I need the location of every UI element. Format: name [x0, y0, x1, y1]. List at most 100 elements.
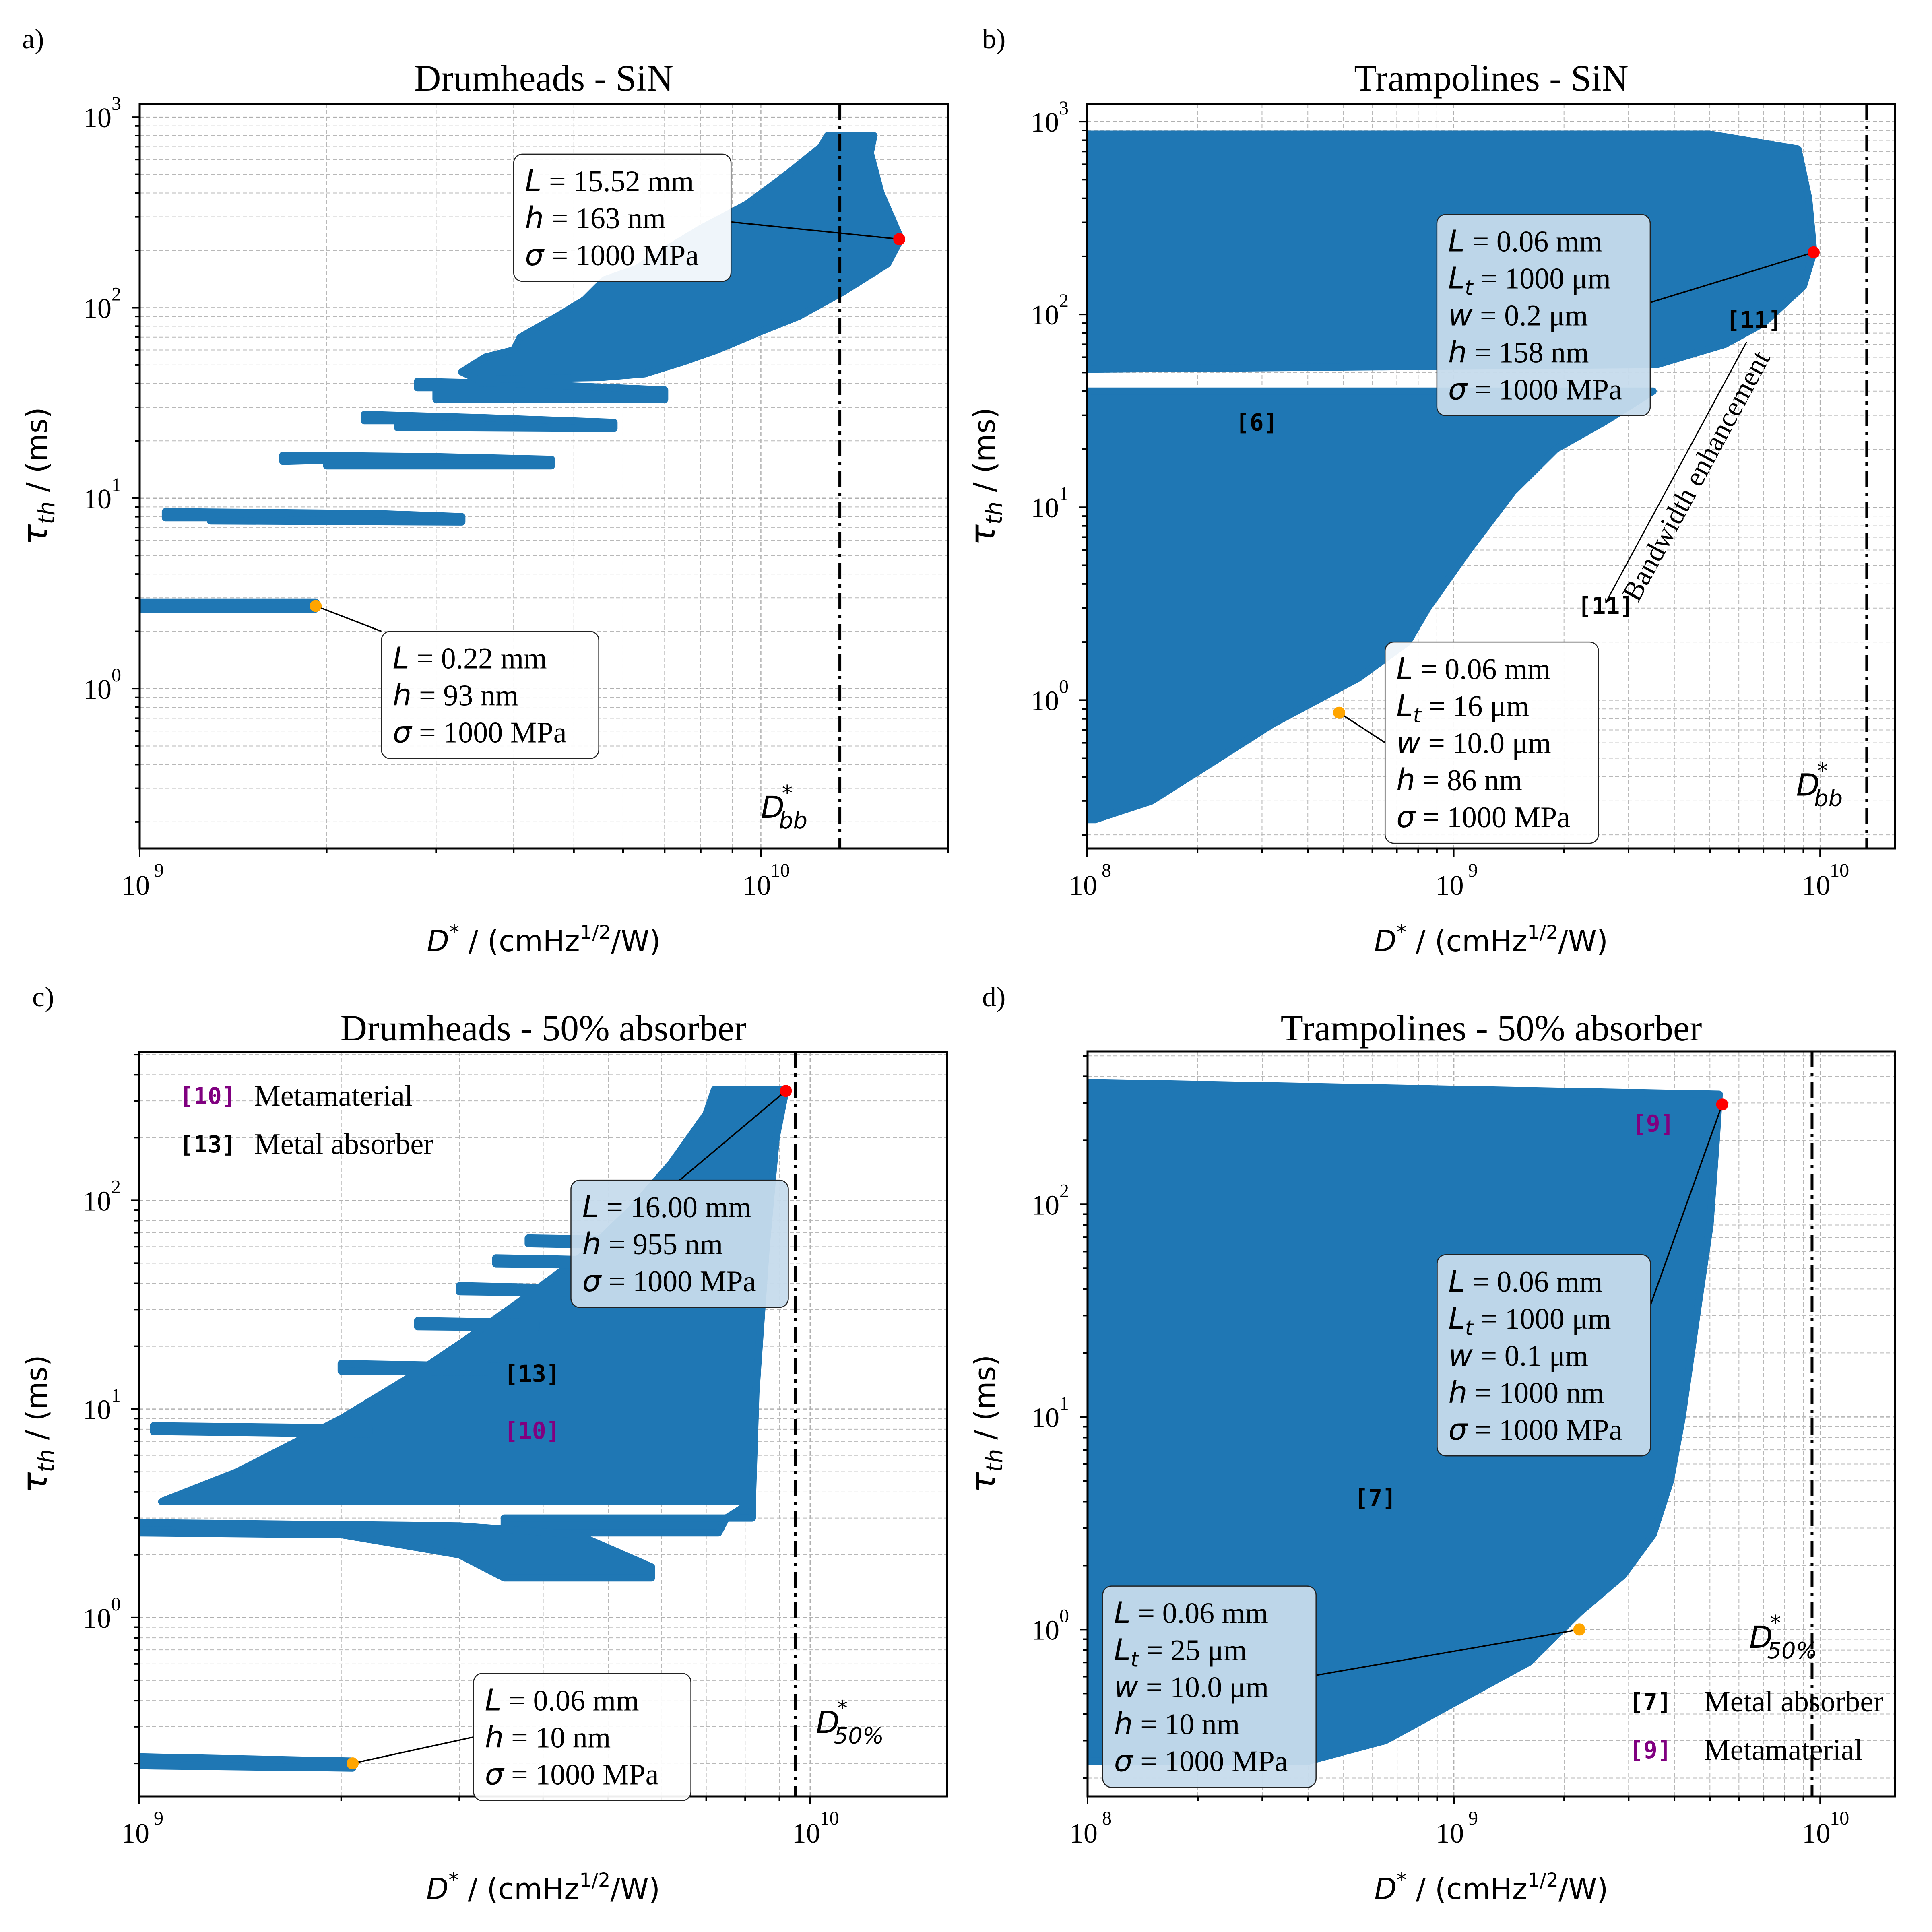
annotation-line: w = 0.2 μm	[1448, 298, 1588, 333]
annotation-box	[1384, 641, 1599, 844]
y-tick-label-exponent: 0	[1059, 676, 1069, 697]
y-tick-label: 10	[83, 1603, 111, 1634]
axes-frame	[1086, 103, 1896, 850]
annotation-line: σ = 1000 MPa	[393, 715, 567, 750]
x-tick-label-exponent: 9	[154, 1808, 163, 1829]
best-point-marker	[1716, 1098, 1728, 1111]
x-axis-label: D* / (cmHz1/2/W)	[1374, 1868, 1608, 1906]
y-tick-label-exponent: 0	[111, 1593, 121, 1615]
annotation-line: h = 10 nm	[1114, 1707, 1240, 1742]
annotation-line: L = 0.06 mm	[1448, 224, 1602, 259]
y-tick-label-exponent: 3	[111, 93, 121, 114]
panel-letter: a)	[22, 24, 44, 55]
y-tick-label-exponent: 2	[1059, 1180, 1069, 1201]
fast-point-marker	[310, 600, 322, 612]
annotation-line: σ = 1000 MPa	[1448, 372, 1622, 407]
x-axis-label: D* / (cmHz1/2/W)	[427, 921, 661, 958]
best-point-marker	[1807, 246, 1820, 258]
fast-point-marker	[1333, 706, 1346, 719]
annotation-line: L = 0.22 mm	[393, 641, 547, 676]
annotation-fast: L = 0.22 mmh = 93 nmσ = 1000 MPa	[316, 606, 599, 759]
annotation-box	[1436, 214, 1651, 416]
y-tick-label-exponent: 0	[1059, 1605, 1069, 1627]
x-axis-label: D* / (cmHz1/2/W)	[1374, 921, 1608, 958]
annotation-arrow	[1316, 1629, 1579, 1676]
annotation-line: L = 0.06 mm	[1114, 1596, 1268, 1631]
annotation-best: L = 15.52 mmh = 163 nmσ = 1000 MPa	[513, 153, 899, 282]
reference-line-label: D* bb	[761, 781, 807, 834]
annotation-box	[1437, 1254, 1651, 1457]
annotation-box	[570, 1179, 789, 1308]
y-tick-label-exponent: 1	[111, 474, 121, 495]
annotation-line: Lt = 1000 μm	[1448, 261, 1611, 300]
data-region-spike-38ms	[456, 1282, 575, 1297]
legend-label: Metal absorber	[254, 1128, 433, 1161]
y-tick-label: 10	[1031, 107, 1059, 138]
panel-title: Drumheads - SiN	[414, 58, 673, 99]
panel-title: Trampolines - 50% absorber	[1281, 1007, 1702, 1049]
annotation-arrow	[1339, 712, 1386, 743]
annotation-box	[473, 1673, 691, 1801]
y-tick-label: 10	[1031, 300, 1059, 331]
x-tick-label-exponent: 10	[1830, 1808, 1849, 1829]
x-tick-label-exponent: 9	[1468, 1808, 1478, 1829]
data-region-band-2.7ms	[140, 598, 320, 613]
annotation-line: σ = 1000 MPa	[582, 1264, 756, 1298]
best-point-marker	[780, 1085, 792, 1097]
annotation-line: L = 0.06 mm	[1448, 1264, 1602, 1299]
y-tick-label: 10	[83, 1395, 111, 1426]
annotation-best: L = 16.00 mmh = 955 nmσ = 1000 MPa	[570, 1090, 789, 1308]
annotation-line: L = 16.00 mm	[582, 1190, 751, 1224]
annotation-arrow	[731, 221, 899, 239]
annotation-line: h = 1000 nm	[1448, 1375, 1604, 1410]
y-tick-label-exponent: 1	[111, 1385, 121, 1406]
y-tick-label-exponent: 1	[1059, 1393, 1069, 1414]
reference-citation: [13]	[504, 1360, 560, 1387]
y-tick-label: 10	[83, 674, 111, 705]
x-tick-label-exponent: 9	[1468, 860, 1478, 881]
x-tick-label: 10	[792, 1818, 820, 1849]
reference-citation: [10]	[504, 1417, 560, 1445]
reference-citation: [6]	[1236, 409, 1278, 436]
annotation-line: Lt = 25 μm	[1114, 1633, 1247, 1672]
x-tick-label: 10	[121, 1818, 149, 1849]
legend-label: Metal absorber	[1704, 1685, 1883, 1718]
data-region-spike-26ms	[414, 1317, 540, 1331]
annotation-line: w = 0.1 μm	[1448, 1338, 1588, 1373]
annotation-line: σ = 1000 MPa	[525, 238, 699, 272]
annotation-line: σ = 1000 MPa	[1114, 1744, 1288, 1779]
legend-ref: [7]	[1629, 1688, 1672, 1715]
annotation-fast: L = 0.06 mmh = 10 nmσ = 1000 MPa	[353, 1673, 691, 1801]
data-region-band-8ms	[161, 508, 466, 526]
data-region-spike-16ms	[337, 1360, 508, 1376]
x-tick-label: 10	[743, 870, 771, 901]
y-tick-label: 10	[83, 103, 111, 134]
x-tick-label: 10	[1802, 1818, 1830, 1849]
legend-label: Metamaterial	[254, 1080, 413, 1113]
panel-d: d) Trampolines - 50% absorber 10 8 10 9 10 10…	[963, 982, 1896, 1906]
data-region-band-25ms	[361, 411, 618, 432]
y-tick-label: 10	[1031, 685, 1059, 716]
annotation-line: h = 86 nm	[1396, 763, 1522, 797]
annotation-line: h = 158 nm	[1448, 335, 1589, 370]
annotation-arrow	[316, 606, 382, 632]
annotation-line: L = 15.52 mm	[525, 164, 694, 198]
annotation-line: L = 0.06 mm	[485, 1683, 639, 1718]
reference-line-label: D* 50%	[1749, 1611, 1817, 1664]
y-tick-label-exponent: 0	[111, 665, 121, 686]
y-axis-label: τth / (ms)	[963, 1355, 1008, 1493]
annotation-box	[381, 631, 599, 759]
legend-label: Metamaterial	[1704, 1734, 1862, 1767]
y-tick-label-exponent: 2	[1059, 290, 1069, 312]
annotation-arrow	[1649, 1104, 1722, 1306]
y-tick-label-exponent: 2	[111, 283, 121, 305]
x-tick-label-exponent: 10	[770, 860, 790, 881]
annotation-line: h = 955 nm	[582, 1227, 723, 1261]
reference-citation: [7]	[1354, 1484, 1396, 1512]
